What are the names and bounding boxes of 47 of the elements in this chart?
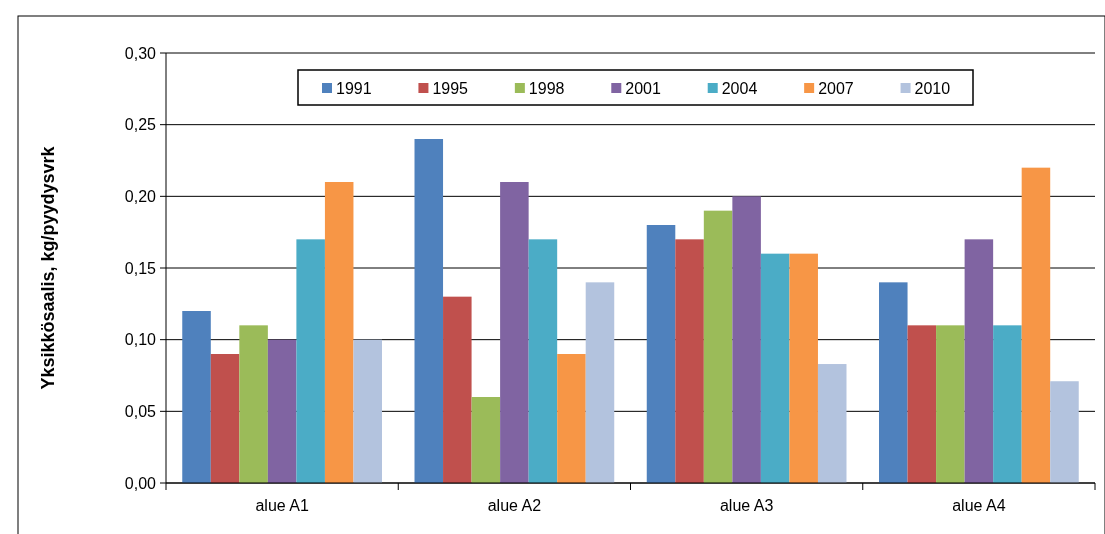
legend-label: 1998 [528, 79, 565, 97]
bar [296, 239, 325, 483]
bar [443, 296, 472, 483]
y-tick-label: 0,05 [124, 402, 157, 420]
bar [557, 354, 586, 483]
bar [585, 282, 615, 483]
bar [471, 397, 501, 483]
legend-label: 1995 [432, 79, 469, 97]
y-tick-label: 0,00 [124, 474, 157, 492]
x-tick-label: alue A3 [719, 497, 774, 514]
legend-label: 2010 [914, 79, 951, 97]
bar [353, 339, 382, 483]
bar [414, 139, 444, 483]
y-tick-label: 0,15 [124, 259, 157, 277]
bar [993, 325, 1022, 483]
bar [324, 182, 354, 483]
bar [210, 354, 240, 483]
bar [646, 225, 676, 483]
bar [879, 282, 908, 483]
bar [907, 325, 937, 483]
y-tick-label: 0,10 [124, 331, 157, 349]
bar [817, 364, 847, 483]
bar [936, 325, 965, 483]
bar [789, 253, 818, 483]
y-tick-label: 0,20 [124, 187, 157, 205]
legend-label: 2007 [818, 79, 854, 97]
bar [1050, 381, 1079, 483]
bar [964, 239, 994, 483]
bar [182, 311, 211, 483]
bar [528, 239, 558, 483]
bar [760, 253, 790, 483]
bar [732, 196, 761, 483]
bar [267, 339, 297, 483]
bar [703, 210, 733, 483]
legend-label: 2001 [625, 79, 661, 97]
bar [675, 239, 704, 483]
bar [1021, 167, 1051, 483]
legend-label: 2004 [721, 79, 758, 97]
y-tick-label: 0,30 [124, 44, 157, 62]
legend-label: 1991 [336, 79, 372, 97]
bar [500, 182, 529, 483]
y-tick-label: 0,25 [124, 116, 157, 134]
x-tick-label: alue A4 [952, 497, 1006, 514]
y-axis-title: Yksikkösaalis, kg/pyydysvrk [38, 145, 58, 390]
bar [239, 325, 268, 483]
x-tick-label: alue A2 [487, 497, 542, 514]
x-tick-label: alue A1 [255, 497, 309, 514]
